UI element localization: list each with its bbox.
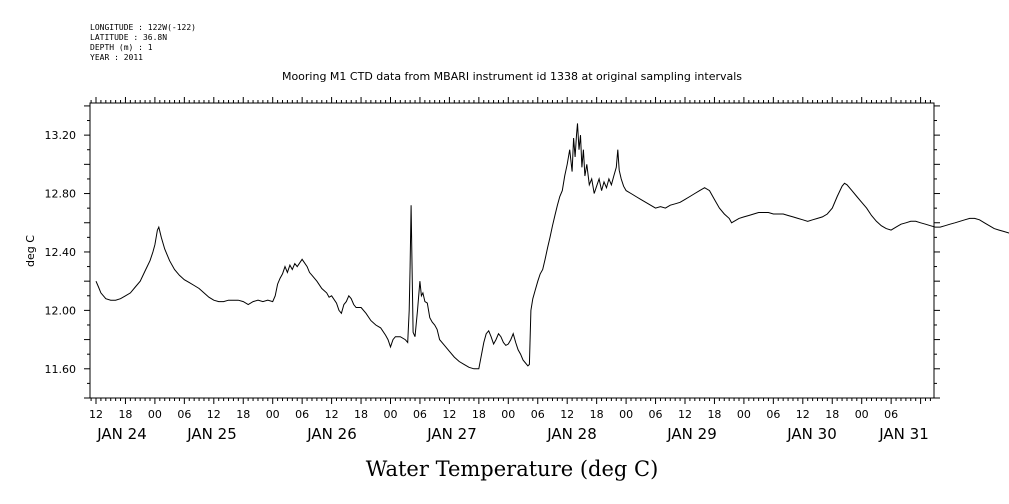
temperature-series-line [95,123,1009,370]
x-hour-tick-label: 00 [384,408,398,421]
y-tick-label: 13.20 [45,129,77,142]
x-hour-tick-label: 00 [855,408,869,421]
x-hour-tick-label: 12 [207,408,221,421]
x-hour-tick-label: 00 [619,408,633,421]
x-hour-tick-label: 00 [266,408,280,421]
meta-line: DEPTH (m) : 1 [90,43,153,52]
x-day-label: JAN 28 [546,425,597,443]
y-tick-label: 11.60 [45,363,77,376]
x-hour-tick-label: 06 [177,408,191,421]
x-hour-tick-label: 06 [884,408,898,421]
x-hour-tick-label: 06 [413,408,427,421]
x-hour-tick-label: 06 [649,408,663,421]
x-day-label: JAN 26 [306,425,357,443]
series-group [95,123,1009,370]
axes-group: 11.60 12.00 12.40 12.80 13.20 12 18 00 06 12 18 00 0… [45,97,940,443]
x-day-label: JAN 30 [786,425,837,443]
y-tick-label: 12.00 [45,304,77,317]
x-hour-tick-label: 18 [118,408,132,421]
y-axis-label: deg C [24,235,37,267]
y-tick-label: 12.80 [45,188,77,201]
chart-title: Mooring M1 CTD data from MBARI instrumen… [282,70,742,83]
x-hour-tick-label: 12 [89,408,103,421]
x-hour-tick-label: 12 [442,408,456,421]
x-hour-tick-label: 12 [325,408,339,421]
x-day-label: JAN 27 [426,425,477,443]
x-hour-tick-label: 18 [354,408,368,421]
x-day-label: JAN 29 [666,425,717,443]
meta-line: LATITUDE : 36.8N [90,33,167,42]
meta-line: LONGITUDE : 122W(-122) [90,23,196,32]
x-hour-tick-label: 06 [531,408,545,421]
x-day-label: JAN 31 [878,425,929,443]
x-hour-tick-label: 06 [295,408,309,421]
x-hour-tick-label: 00 [737,408,751,421]
x-hour-tick-label: 12 [560,408,574,421]
x-day-label: JAN 25 [186,425,237,443]
metadata-block: LONGITUDE : 122W(-122) LATITUDE : 36.8N … [90,23,196,62]
x-hour-tick-label: 18 [472,408,486,421]
plot-frame [89,102,935,399]
x-axis-label: Water Temperature (deg C) [366,457,659,481]
x-hour-tick-label: 00 [148,408,162,421]
y-tick-label: 12.40 [45,246,77,259]
x-hour-tick-label: 12 [678,408,692,421]
x-hour-tick-label: 18 [236,408,250,421]
meta-line: YEAR : 2011 [90,53,143,62]
x-hour-tick-label: 12 [796,408,810,421]
x-hour-tick-label: 18 [707,408,721,421]
x-hour-tick-label: 00 [501,408,515,421]
x-hour-tick-label: 18 [590,408,604,421]
x-hour-tick-label: 18 [825,408,839,421]
x-hour-tick-label: 06 [766,408,780,421]
x-day-label: JAN 24 [96,425,147,443]
